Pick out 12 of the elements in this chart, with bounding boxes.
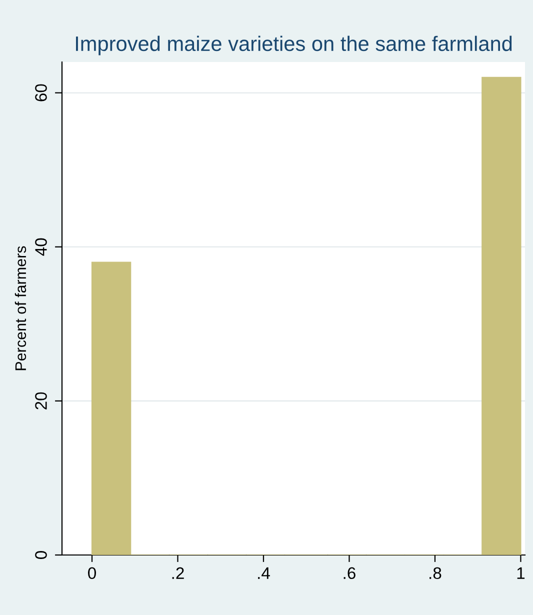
y-tick-label: 40: [35, 238, 47, 256]
y-tick-label: 0: [35, 551, 47, 559]
chart-title: Improved maize varieties on the same farmland: [76, 36, 512, 56]
x-tick-label: .4: [258, 567, 270, 579]
y-axis-title: Percent of farmers: [14, 246, 26, 370]
x-tick-label: 1: [517, 567, 525, 579]
x-tick-label: .6: [344, 567, 356, 580]
y-tick-label: 60: [35, 84, 47, 102]
x-tick-label: .2: [172, 567, 184, 579]
x-tick-label: .8: [430, 567, 442, 580]
y-tick-label: 20: [35, 392, 47, 410]
x-tick-label: 0: [88, 567, 96, 580]
